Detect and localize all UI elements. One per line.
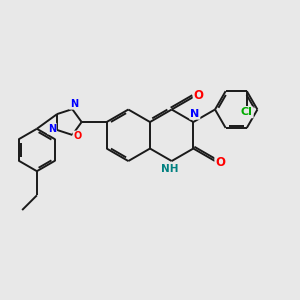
Text: NH: NH [161, 164, 179, 174]
Text: N: N [70, 99, 78, 109]
Text: O: O [215, 156, 225, 169]
Text: Cl: Cl [241, 107, 253, 117]
Text: O: O [194, 89, 204, 102]
Text: O: O [74, 131, 82, 141]
Text: N: N [48, 124, 56, 134]
Text: N: N [190, 109, 200, 119]
